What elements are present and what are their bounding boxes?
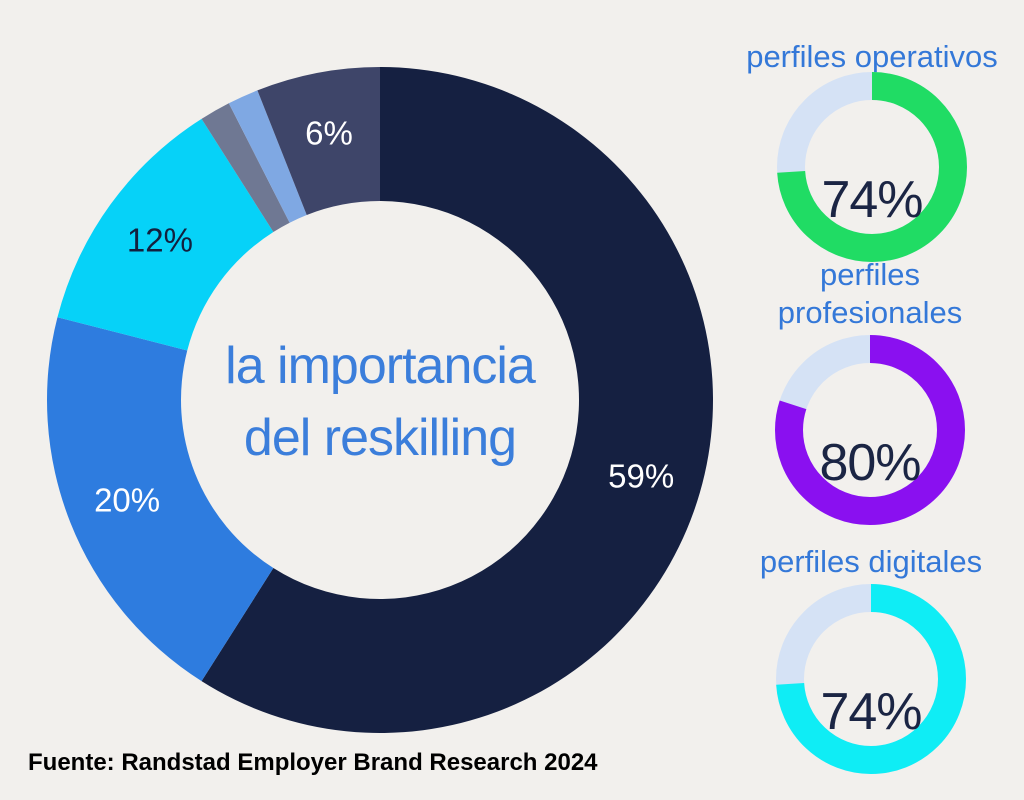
donut-slice-5 (257, 67, 380, 215)
source-caption: Fuente: Randstad Employer Brand Research… (28, 749, 598, 776)
reskilling-donut-chart: 59% 20% 12% 6% (46, 67, 714, 733)
chart-label-text: perfiles digitales (759, 544, 983, 579)
ring-value (777, 72, 967, 262)
chart-label-line1: perfiles (820, 257, 920, 292)
donut-slice-0 (201, 67, 714, 733)
donut-slice-2 (57, 118, 274, 351)
donut-center-title: la importancia del reskilling (170, 330, 590, 474)
percent-value-perfiles-profesionales: 80% (819, 434, 921, 492)
chart-label-line2: profesionales (777, 295, 963, 330)
slice-label-2: 12% (127, 222, 193, 259)
progress-donut-perfiles-profesionales (775, 335, 965, 525)
percent-value-perfiles-operativos: 74% (821, 171, 923, 229)
chart-label-text: perfiles operativos (746, 39, 998, 74)
ring-value (776, 584, 966, 774)
chart-label-perfiles-operativos: perfiles operativos (652, 38, 1024, 76)
donut-center-title-line2: del reskilling (243, 409, 517, 467)
donut-center-title-line1: la importancia (225, 337, 536, 395)
progress-donut-perfiles-operativos (777, 72, 967, 262)
slice-label-5: 6% (305, 114, 353, 151)
ring-value (775, 335, 965, 525)
slice-label-1: 20% (94, 482, 160, 519)
chart-label-perfiles-profesionales: perfiles profesionales (650, 256, 1024, 332)
donut-slice-4 (228, 90, 307, 223)
chart-label-perfiles-digitales: perfiles digitales (651, 543, 1024, 581)
donut-slice-3 (201, 103, 290, 232)
percent-value-perfiles-digitales: 74% (820, 683, 922, 741)
donut-slice-1 (46, 317, 274, 682)
progress-donut-perfiles-digitales (776, 584, 966, 774)
slice-label-0: 59% (608, 457, 674, 494)
